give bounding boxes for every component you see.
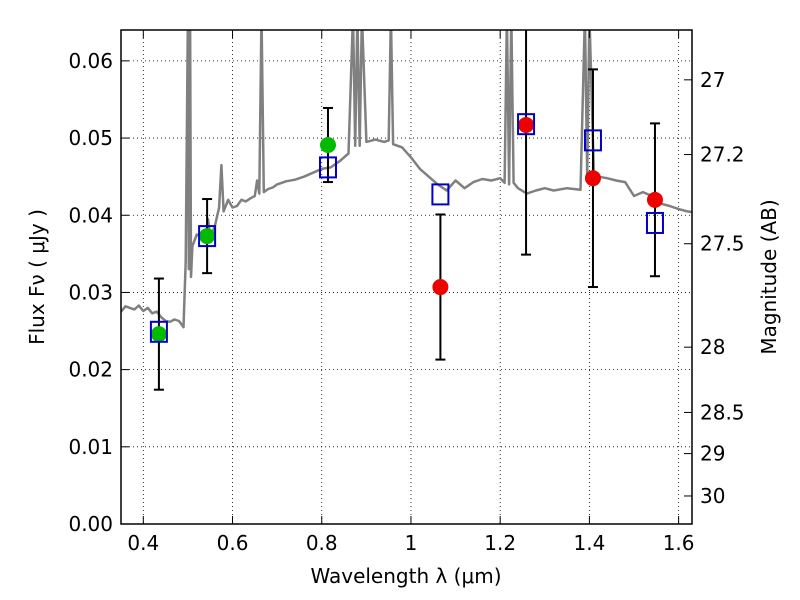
model-spectrum-line [121,30,692,329]
x-tick-label: 0.4 [127,531,159,555]
observed-point-green [319,137,336,154]
plot-frame [120,29,693,525]
y-tick-label: 0.06 [68,49,113,73]
model-photometry-square [645,211,664,234]
observed-point-red [646,191,663,208]
model-photometry-square [517,113,536,136]
x-tick-label: 1.6 [663,531,695,555]
x-tick-label: 1 [405,531,418,555]
y-tick-label: 0.01 [68,435,113,459]
y2-tick-label: 27.5 [700,232,745,256]
model-photometry-square [198,225,217,248]
observed-point-red [518,116,535,133]
y-axis-label: Flux Fν ( μJy ) [25,209,49,345]
y2-tick-label: 28.5 [700,400,745,424]
model-photometry-square [318,156,337,179]
model-photometry-square [583,129,602,152]
ticks: 0.4 0.6 0.8 1 1.2 1.4 1.6 0.00 0.01 0.02 0.03 0.04 0… [68,30,745,555]
y-tick-label: 0.04 [68,203,113,227]
data-layer [121,30,692,391]
y2-tick-label: 29 [700,442,725,466]
model-photometry-square [149,320,168,343]
observed-point-red [432,279,449,296]
observed-point-green [150,326,167,343]
x-tick-label: 1.4 [573,531,605,555]
y-tick-label: 0.00 [68,512,113,536]
y2-tick-label: 27 [700,68,725,92]
x-axis-label: Wavelength λ (μm) [310,564,501,588]
y2-tick-label: 30 [700,484,725,508]
observed-point-green [199,228,216,245]
y2-axis-label: Magnitude (AB) [757,199,781,354]
y-tick-label: 0.02 [68,358,113,382]
observed-point-red [584,170,601,187]
y-tick-label: 0.03 [68,280,113,304]
y-tick-label: 0.05 [68,126,113,150]
x-tick-label: 1.2 [484,531,516,555]
x-tick-label: 0.8 [306,531,338,555]
y2-tick-label: 27.2 [700,143,745,167]
model-photometry-square [431,183,450,206]
grid [121,30,692,525]
x-tick-label: 0.6 [217,531,249,555]
y2-tick-label: 28 [700,335,725,359]
